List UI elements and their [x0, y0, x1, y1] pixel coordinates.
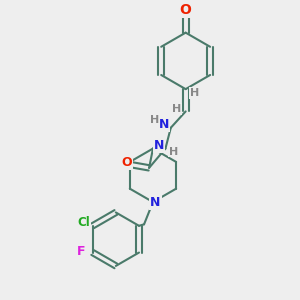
- Text: O: O: [121, 156, 131, 169]
- Text: H: H: [190, 88, 199, 98]
- Text: N: N: [154, 139, 164, 152]
- Text: N: N: [159, 118, 169, 131]
- Text: Cl: Cl: [77, 216, 90, 229]
- Text: F: F: [77, 244, 86, 258]
- Text: N: N: [150, 196, 161, 209]
- Text: H: H: [172, 104, 181, 114]
- Text: H: H: [169, 146, 178, 157]
- Text: O: O: [180, 3, 192, 17]
- Text: H: H: [150, 115, 159, 125]
